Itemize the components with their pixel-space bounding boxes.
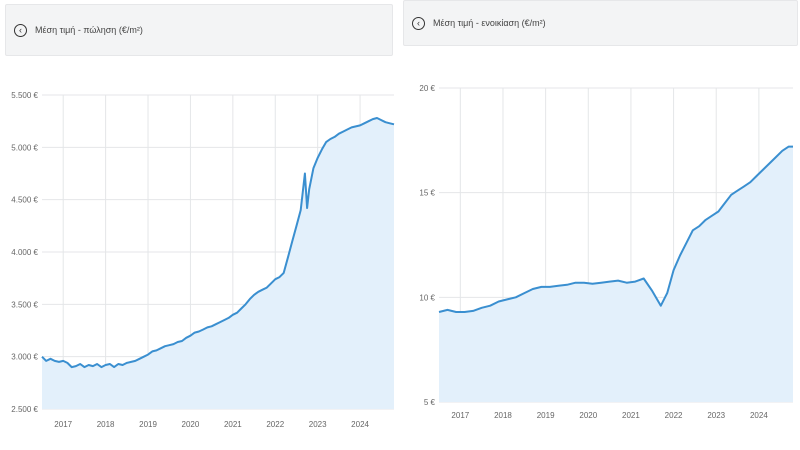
y-tick-label: 3.000 € (11, 353, 38, 362)
sale-price-panel: ‹ Μέση τιμή - πώληση (€/m²) 2.500 € 3.000… (0, 0, 396, 450)
x-tick-label: 2018 (494, 411, 512, 420)
rent-price-panel: ‹ Μέση τιμή - ενοικίαση (€/m²) 5 € 10 € 15… (402, 0, 800, 450)
rent-price-chart: 5 € 10 € 15 € 20 € 2017 2018 2019 2020 2021 2022 2… (419, 84, 793, 420)
sale-price-header: ‹ Μέση τιμή - πώληση (€/m²) (5, 4, 393, 56)
y-tick-label: 5.000 € (11, 143, 38, 152)
y-tick-label: 10 € (419, 293, 435, 302)
x-tick-label: 2019 (537, 411, 555, 420)
x-tick-label: 2022 (266, 420, 284, 429)
y-tick-label: 3.500 € (11, 300, 38, 309)
x-tick-label: 2017 (54, 420, 72, 429)
series-line (438, 145, 793, 313)
y-tick-label: 5.500 € (11, 91, 38, 100)
series-line (41, 117, 395, 369)
x-tick-label: 2020 (182, 420, 200, 429)
x-tick-label: 2020 (579, 411, 597, 420)
x-tick-label: 2021 (224, 420, 242, 429)
rent-price-header: ‹ Μέση τιμή - ενοικίαση (€/m²) (403, 0, 798, 46)
sale-price-title: Μέση τιμή - πώληση (€/m²) (35, 25, 143, 35)
sale-price-chart: 2.500 € 3.000 € 3.500 € 4.000 € 4.500 € 5.000… (11, 91, 395, 429)
rent-price-title: Μέση τιμή - ενοικίαση (€/m²) (433, 18, 546, 28)
series-area (439, 146, 793, 402)
x-tick-label: 2018 (97, 420, 115, 429)
y-tick-label: 15 € (419, 189, 435, 198)
y-tick-label: 20 € (419, 84, 435, 93)
chevron-left-circle-icon[interactable]: ‹ (14, 23, 27, 37)
x-tick-label: 2019 (139, 420, 157, 429)
y-tick-label: 4.000 € (11, 248, 38, 257)
x-tick-label: 2021 (622, 411, 640, 420)
chevron-left-circle-icon[interactable]: ‹ (412, 16, 425, 30)
x-tick-label: 2017 (451, 411, 469, 420)
y-tick-label: 5 € (424, 398, 436, 407)
x-tick-label: 2024 (351, 420, 369, 429)
x-tick-label: 2023 (707, 411, 725, 420)
x-tick-label: 2024 (750, 411, 768, 420)
x-tick-label: 2022 (665, 411, 683, 420)
x-tick-label: 2023 (309, 420, 327, 429)
y-tick-label: 4.500 € (11, 196, 38, 205)
y-tick-label: 2.500 € (11, 405, 38, 414)
